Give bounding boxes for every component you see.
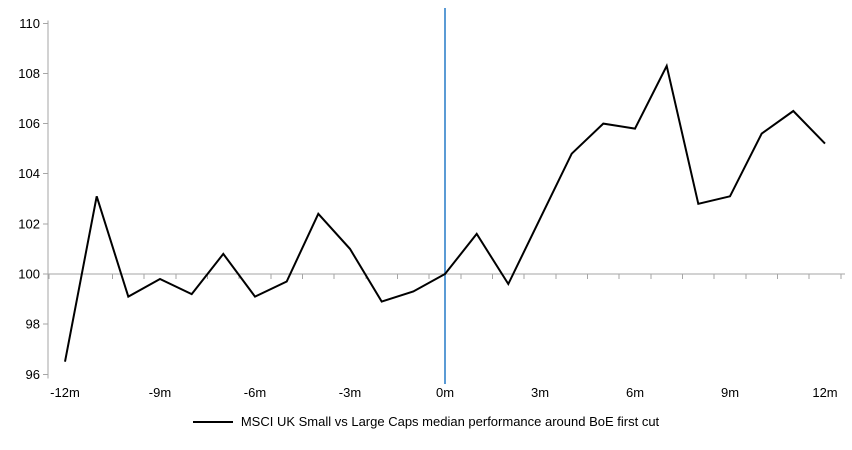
x-axis-label: 12m — [812, 385, 837, 400]
legend-line-sample — [192, 420, 233, 423]
x-axis-label: 6m — [626, 385, 644, 400]
y-axis-label: 100 — [18, 267, 40, 282]
x-axis-label: -9m — [149, 385, 171, 400]
x-axis-label: 3m — [531, 385, 549, 400]
y-axis-label: 104 — [18, 166, 40, 181]
y-axis-label: 98 — [26, 317, 40, 332]
x-axis-label: -12m — [50, 385, 80, 400]
x-axis-label: 0m — [436, 385, 454, 400]
x-axis-label: -6m — [244, 385, 266, 400]
y-axis-label: 96 — [26, 367, 40, 382]
y-axis-label: 108 — [18, 66, 40, 81]
chart-legend: MSCI UK Small vs Large Caps median perfo… — [0, 414, 852, 429]
series-line — [64, 62, 826, 362]
legend-label: MSCI UK Small vs Large Caps median perfo… — [240, 414, 660, 429]
x-axis-label: 9m — [721, 385, 739, 400]
y-axis-label: 102 — [18, 216, 40, 231]
y-axis-label: 110 — [19, 16, 40, 31]
y-axis-label: 106 — [18, 116, 40, 131]
x-axis-label: -3m — [339, 385, 361, 400]
line-chart-canvas: 110 108 106 104 102 100 98 96 -12m -9m -6m -3m 0m 3m 6… — [18, 8, 845, 400]
